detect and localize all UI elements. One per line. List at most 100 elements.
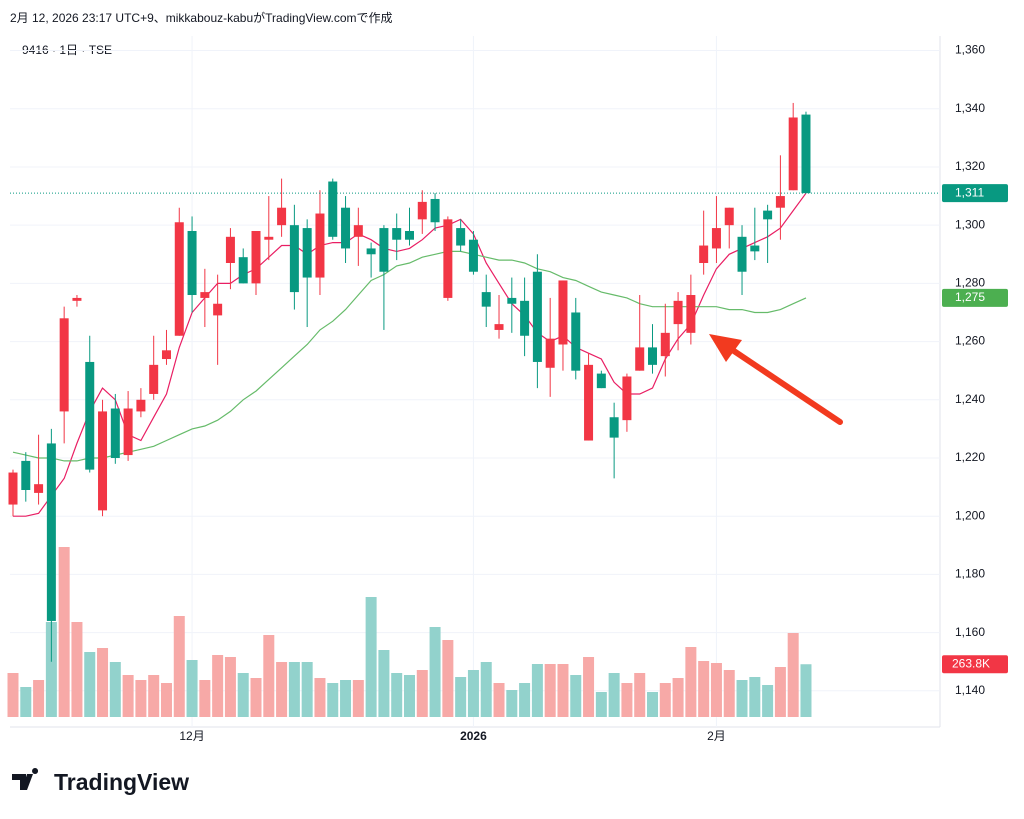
volume-bar <box>199 680 211 717</box>
volume-bar <box>403 675 415 717</box>
volume-bar <box>519 683 531 717</box>
candle-body <box>251 230 261 284</box>
volume-bar <box>736 680 748 717</box>
grid <box>10 36 940 727</box>
volume-bar <box>557 664 569 717</box>
candle-body <box>699 245 709 263</box>
volume-bar <box>749 677 761 717</box>
y-tick-label: 1,320 <box>955 159 985 173</box>
candle-body <box>711 228 721 249</box>
volume-bar <box>455 677 467 717</box>
candle-body <box>545 338 555 368</box>
volume-tag <box>942 655 1008 674</box>
y-tick-label: 1,280 <box>955 276 985 290</box>
x-tick-label: 2月 <box>707 729 726 743</box>
volume-bar <box>314 678 326 717</box>
volume-bar <box>160 683 172 717</box>
volume-bar <box>250 678 262 717</box>
arrow-head <box>709 334 742 362</box>
volume-bar <box>429 627 441 717</box>
candle-body <box>571 312 581 371</box>
volume-bar <box>570 675 582 717</box>
candle-body <box>635 347 645 371</box>
volume-bar <box>122 675 134 717</box>
volume-bar <box>301 662 313 717</box>
y-tick-label: 1,360 <box>955 43 985 57</box>
volume-bar <box>109 662 121 717</box>
candle-body <box>213 303 223 316</box>
volume-bar <box>365 597 377 717</box>
x-tick-label: 12月 <box>179 729 204 743</box>
candle-body <box>763 210 773 220</box>
candle-body <box>238 257 248 284</box>
candle-body <box>788 117 798 191</box>
candle-body <box>341 207 351 249</box>
logo-text: TradingView <box>54 769 189 795</box>
moving-average <box>13 192 807 517</box>
volume-bar <box>416 670 428 717</box>
volume-bar <box>237 673 249 717</box>
volume-bar <box>583 657 595 717</box>
y-tick-label: 1,180 <box>955 567 985 581</box>
candle-body <box>328 181 338 237</box>
volume-bar <box>33 680 45 717</box>
volume-bar <box>20 687 32 717</box>
candle-body <box>379 228 389 272</box>
candle-body <box>622 376 632 421</box>
volume-bar <box>340 680 352 717</box>
candle-body <box>59 318 69 412</box>
candle-body <box>750 245 760 252</box>
price-tag <box>942 288 1008 307</box>
candle-body <box>430 198 440 223</box>
candle-body <box>225 236 235 263</box>
candle-body <box>98 411 108 511</box>
volume-bar <box>467 670 479 717</box>
logo: TradingView <box>12 768 189 795</box>
candle-body <box>315 213 325 278</box>
volume-bar <box>531 664 543 717</box>
candle-body <box>85 361 95 470</box>
volume-bar <box>7 673 19 717</box>
volume-bar <box>659 683 671 717</box>
candle-body <box>392 228 402 240</box>
volume-bar <box>224 657 236 717</box>
candle-body <box>520 300 530 336</box>
volume-bar <box>212 655 224 717</box>
candle-body <box>264 236 274 240</box>
candle-body <box>8 472 18 505</box>
candle-body <box>302 228 312 278</box>
candle-body <box>468 239 478 272</box>
volume-bar <box>442 640 454 717</box>
volume-bar <box>621 683 633 717</box>
volume-bar <box>352 680 364 717</box>
candle-body <box>686 295 696 333</box>
volume-tag-label: 263.8K <box>952 656 990 670</box>
volume-bar <box>135 680 147 717</box>
candle-body <box>21 460 31 490</box>
volume-bar <box>800 664 812 717</box>
candle-body <box>46 443 56 621</box>
x-tick-label: 2026 <box>460 729 487 743</box>
volume-bar <box>698 661 710 717</box>
candle-body <box>456 228 466 246</box>
volume-bar <box>595 692 607 717</box>
y-tick-label: 1,340 <box>955 101 985 115</box>
price-tag <box>942 184 1008 203</box>
candle-body <box>200 292 210 298</box>
candle-body <box>775 196 785 208</box>
header: 2月 12, 2026 23:17 UTC+9、mikkabouz-kabuがT… <box>10 10 393 25</box>
volume-bar <box>493 683 505 717</box>
volume-bar <box>45 622 57 717</box>
candle-body <box>417 201 427 220</box>
candle-body <box>366 248 376 255</box>
candle-body <box>507 297 517 304</box>
y-tick-label: 1,200 <box>955 508 985 522</box>
candle-body <box>187 230 197 296</box>
candle-body <box>648 347 657 365</box>
volume-bar <box>276 662 288 717</box>
volume-bar <box>288 662 300 717</box>
volume-bar <box>685 647 697 717</box>
volume-bar <box>58 547 70 717</box>
y-tick-label: 1,160 <box>955 625 985 639</box>
y-tick-label: 1,220 <box>955 450 985 464</box>
